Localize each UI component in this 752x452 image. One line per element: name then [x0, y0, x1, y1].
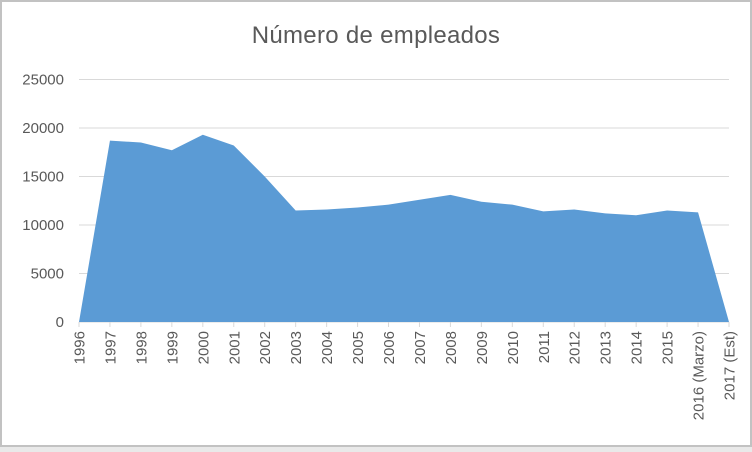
y-axis-tick-label: 20000	[22, 120, 64, 137]
x-axis-tick-label: 2004	[319, 331, 336, 364]
y-axis-tick-label: 25000	[22, 72, 64, 89]
x-axis-tick-label: 2007	[412, 331, 429, 364]
x-axis-tick-label: 2010	[505, 331, 522, 364]
x-axis-tick-label: 1996	[72, 331, 89, 364]
x-axis-tick-label: 1997	[102, 331, 119, 364]
x-axis-tick-label: 2006	[381, 331, 398, 364]
x-axis-tick-label: 2001	[226, 331, 243, 364]
employees-area-series	[79, 134, 729, 322]
y-axis-tick-label: 15000	[22, 169, 64, 186]
y-axis-tick-label: 5000	[31, 266, 64, 283]
x-axis-tick-label: 2008	[443, 331, 460, 364]
x-axis-tick-label: 1998	[133, 331, 150, 364]
x-axis-tick-label: 2005	[350, 331, 367, 364]
x-axis-tick-label: 2011	[536, 331, 553, 363]
chart-title: Número de empleados	[251, 22, 501, 49]
x-axis-tick-label: 2013	[598, 331, 615, 364]
x-axis-tick-label: 2017 (Est)	[722, 331, 739, 400]
x-axis-tick-label: 2009	[474, 331, 491, 364]
x-axis-tick-label: 2014	[629, 331, 646, 364]
x-axis-tick-label: 2015	[660, 331, 677, 364]
x-axis-tick-label: 1999	[164, 331, 181, 364]
y-axis-tick-label: 10000	[22, 217, 64, 234]
x-axis-tick-label: 2012	[567, 331, 584, 364]
y-axis-tick-label: 0	[56, 314, 64, 331]
x-axis-tick-label: 2002	[257, 331, 274, 364]
x-axis-tick-label: 2003	[288, 331, 305, 364]
x-axis-tick-label: 2000	[195, 331, 212, 364]
x-axis-tick-label: 2016 (Marzo)	[691, 331, 708, 420]
